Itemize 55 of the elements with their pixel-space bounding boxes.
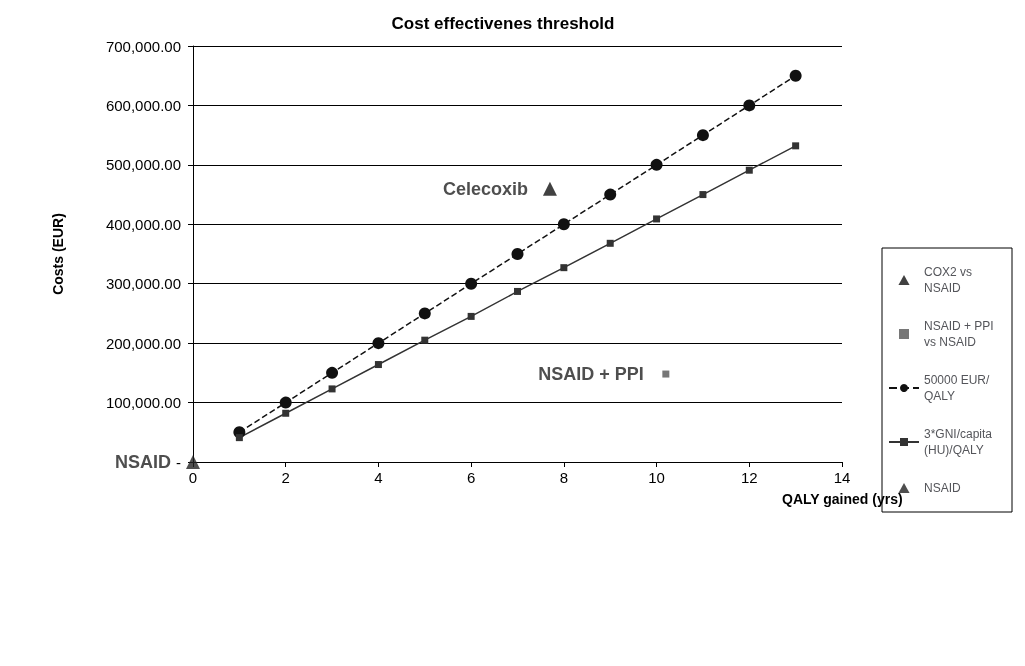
- y-axis-title: Costs (EUR): [50, 213, 66, 295]
- x-tick-label: 6: [466, 469, 476, 486]
- point: [328, 385, 336, 393]
- point: [186, 455, 200, 469]
- point: [699, 191, 707, 199]
- y-tick-label: 100,000.00: [105, 394, 181, 412]
- point: [421, 336, 429, 344]
- point: [374, 361, 382, 369]
- annotation: NSAID + PPI: [538, 364, 644, 385]
- point: [743, 99, 756, 112]
- point: [465, 277, 478, 290]
- annotation: NSAID: [114, 452, 171, 472]
- point: [745, 166, 753, 174]
- legend-label: 3*GNI/capita (HU)/QALY: [924, 427, 996, 457]
- x-tick-label: 4: [374, 469, 383, 486]
- point: [467, 312, 475, 320]
- x-tick-label: 12: [740, 469, 758, 486]
- x-tick-label: 14: [833, 469, 851, 486]
- x-tick-label: 0: [188, 469, 198, 486]
- point: [696, 129, 709, 142]
- point: [604, 188, 617, 201]
- x-tick-label: 8: [559, 469, 569, 486]
- chart-title: Cost effectivenes threshold: [391, 14, 615, 33]
- x-axis-title: QALY gained (yrs): [782, 491, 903, 507]
- legend-label: COX2 vs NSAID: [924, 265, 976, 295]
- x-tick-label: 2: [281, 469, 290, 486]
- point: [560, 264, 568, 272]
- point: [792, 142, 800, 150]
- annotation: Celecoxib: [442, 178, 528, 199]
- legend-label: NSAID + PPI vs NSAID: [924, 319, 998, 349]
- point: [282, 409, 290, 417]
- point: [653, 215, 661, 223]
- point: [235, 434, 243, 442]
- legend-label: NSAID: [924, 481, 962, 495]
- y-tick-label: 600,000.00: [105, 96, 181, 114]
- y-tick-label: -: [176, 453, 181, 471]
- y-tick-label: 700,000.00: [105, 37, 181, 55]
- legend-label: 50000 EUR/QALY: [924, 373, 991, 403]
- point: [606, 239, 614, 247]
- x-tick-label: 10: [648, 469, 665, 486]
- y-tick-label: 400,000.00: [105, 215, 181, 233]
- point: [557, 218, 570, 231]
- y-tick-label: 300,000.00: [105, 275, 181, 293]
- point: [326, 366, 339, 379]
- point: [542, 181, 557, 196]
- point: [372, 337, 385, 350]
- point: [418, 307, 431, 320]
- y-tick-label: 200,000.00: [105, 334, 181, 352]
- point: [789, 69, 802, 82]
- y-tick-label: 500,000.00: [105, 156, 181, 174]
- point: [511, 248, 524, 260]
- point: [662, 370, 670, 378]
- point: [650, 158, 663, 171]
- point: [279, 396, 292, 409]
- point: [514, 287, 521, 295]
